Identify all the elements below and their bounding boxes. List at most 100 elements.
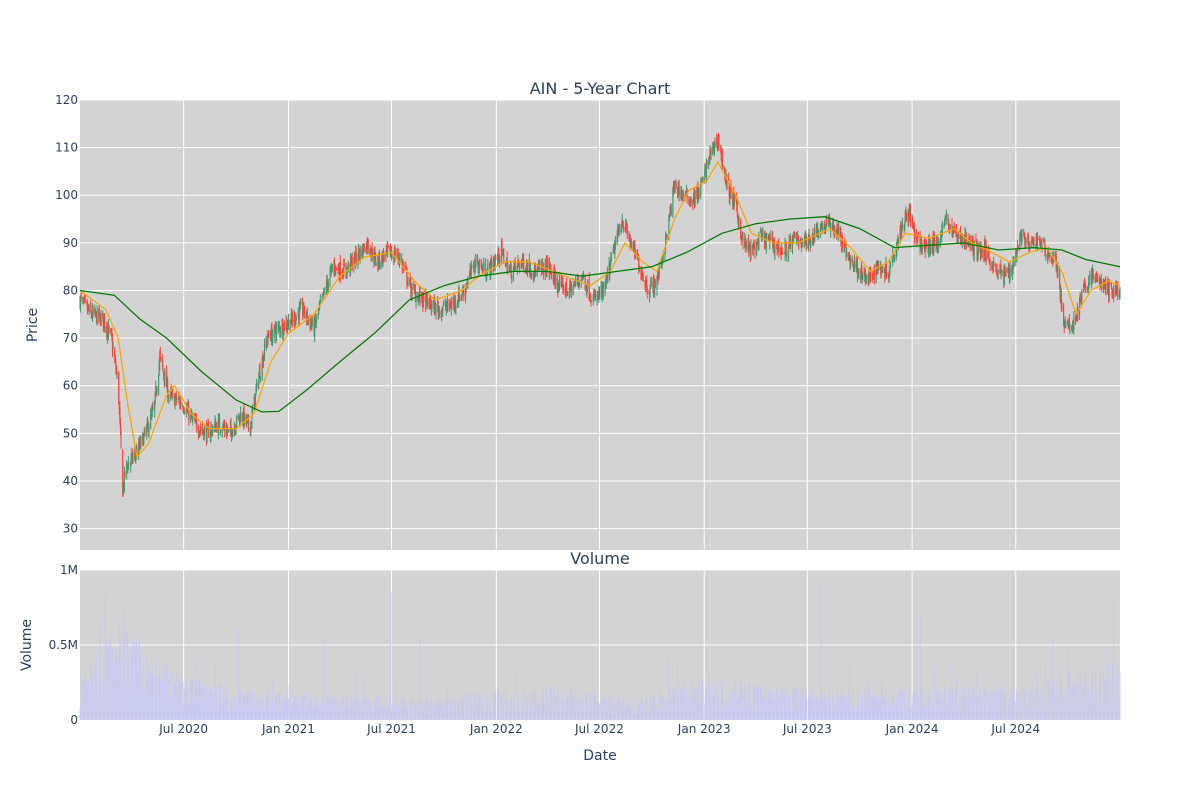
candle-body (909, 207, 911, 211)
volume-bar (899, 686, 901, 720)
candle-body (810, 244, 812, 248)
candle-body (574, 281, 577, 284)
candle-body (856, 260, 858, 267)
candle-body (781, 248, 783, 254)
volume-bar (905, 711, 907, 720)
candle-body (222, 425, 225, 428)
volume-bar (326, 700, 328, 720)
candle-body (1027, 237, 1029, 240)
volume-bar (732, 690, 734, 720)
volume-bar (422, 706, 424, 720)
volume-bar (1051, 676, 1053, 720)
volume-bar (1100, 702, 1102, 720)
volume-bar (139, 652, 141, 720)
candle-body (302, 313, 304, 315)
volume-bar (546, 701, 548, 720)
candle-body (377, 259, 379, 265)
candle-body (398, 258, 400, 260)
volume-bar (182, 705, 183, 720)
candle-body (709, 151, 711, 161)
candle-body (287, 319, 290, 326)
volume-bar (682, 699, 684, 720)
candle-body (790, 240, 792, 249)
candle-body (224, 424, 226, 431)
volume-bar (597, 705, 599, 720)
volume-bar (698, 688, 699, 720)
candle-body (724, 179, 726, 181)
volume-bar (915, 691, 917, 720)
volume-bar (909, 704, 911, 720)
volume-bar (583, 706, 584, 720)
volume-bar (329, 698, 331, 720)
candle-body (195, 416, 197, 422)
candle-body (545, 260, 547, 262)
candle-body (776, 245, 778, 250)
candle-body (729, 186, 731, 188)
volume-bar (897, 697, 899, 720)
candle-body (957, 240, 959, 242)
volume-bar (478, 696, 480, 720)
candle-body (199, 430, 201, 435)
volume-bar (211, 707, 213, 720)
candle-body (198, 433, 200, 435)
volume-bar (1040, 683, 1042, 720)
volume-bar (903, 688, 905, 720)
volume-bar (709, 687, 711, 720)
volume-bar (490, 702, 492, 720)
candle-body (858, 271, 860, 278)
volume-bar (547, 695, 549, 720)
volume-bar (845, 697, 847, 720)
volume-bar (1011, 707, 1013, 720)
candle-body (859, 270, 861, 274)
volume-bar (503, 706, 505, 720)
volume-bar (421, 705, 423, 720)
volume-bar (1064, 700, 1066, 720)
volume-bar (413, 712, 415, 720)
volume-bar (757, 687, 759, 720)
volume-bar (810, 694, 812, 720)
candle-body (123, 483, 125, 488)
volume-bar (833, 697, 835, 720)
candle-body (1068, 321, 1070, 328)
volume-bar (509, 699, 511, 720)
volume-bar (1029, 692, 1031, 720)
candle-body (641, 272, 643, 274)
candle-body (156, 388, 158, 395)
candle-body (997, 271, 999, 275)
volume-bar (853, 704, 855, 720)
volume-bar (489, 705, 491, 720)
candle-body (95, 311, 97, 313)
volume-bar (319, 705, 321, 720)
candle-body (916, 237, 918, 242)
candle-body (330, 266, 332, 272)
candle-body (737, 217, 739, 226)
volume-y-tick-label: 1M (60, 563, 78, 577)
candle-body (430, 308, 432, 310)
candle-body (474, 259, 476, 274)
volume-bar (1045, 705, 1047, 720)
volume-bar (644, 703, 646, 720)
candle-body (936, 237, 938, 239)
volume-bar (960, 711, 962, 720)
candle-body (218, 417, 220, 419)
volume-bar (841, 687, 843, 720)
volume-bar (814, 696, 816, 720)
volume-bar (916, 709, 918, 720)
candle-body (128, 463, 130, 465)
volume-bar (748, 684, 750, 720)
volume-bar (792, 690, 794, 720)
volume-bar (362, 710, 363, 720)
candle-body (351, 259, 353, 264)
candle-body (881, 270, 883, 272)
candle-body (491, 260, 493, 270)
candle-body (684, 196, 686, 198)
volume-bar (542, 689, 544, 720)
volume-bar (740, 682, 742, 720)
volume-bar (972, 709, 974, 720)
candle-body (797, 241, 799, 243)
volume-bar (630, 712, 632, 720)
volume-bar (301, 694, 303, 720)
volume-bar (919, 616, 921, 720)
candle-body (936, 238, 938, 249)
candle-body (840, 235, 842, 245)
